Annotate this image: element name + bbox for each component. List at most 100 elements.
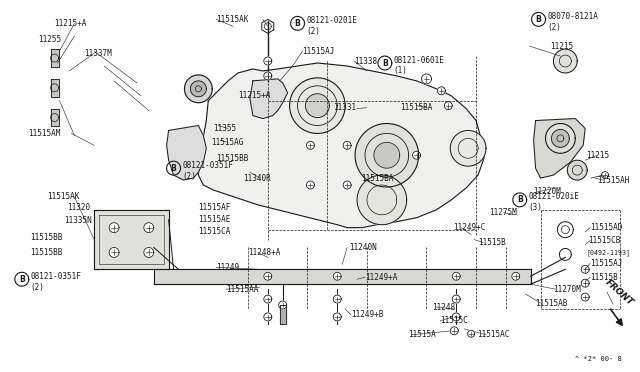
Text: 11515B: 11515B [478,238,506,247]
Text: 11515BB: 11515BB [29,248,62,257]
Polygon shape [554,49,577,73]
Text: 11215: 11215 [550,42,573,51]
Text: ^ *2* 00· 8: ^ *2* 00· 8 [575,356,622,362]
Polygon shape [191,81,206,97]
Text: (2): (2) [31,283,45,292]
Text: 11355: 11355 [213,124,236,133]
Polygon shape [333,295,341,303]
Text: 08121-0351F: 08121-0351F [31,272,82,281]
Polygon shape [343,141,351,149]
Text: 11249+B: 11249+B [351,311,383,320]
Polygon shape [144,247,154,257]
Text: 11255: 11255 [38,35,61,44]
Text: 11515BB: 11515BB [216,154,248,163]
Text: B: B [382,58,388,67]
Text: 11515AF: 11515AF [198,203,231,212]
Text: 11515AJ: 11515AJ [590,259,623,268]
Polygon shape [307,141,314,149]
Polygon shape [264,57,272,65]
Polygon shape [602,171,609,179]
Polygon shape [552,129,570,147]
Polygon shape [452,313,460,321]
Polygon shape [305,94,330,118]
Text: 11515AG: 11515AG [211,138,244,147]
Polygon shape [250,79,287,119]
Polygon shape [452,295,460,303]
Text: 11515C: 11515C [440,317,468,326]
Text: (2): (2) [547,23,561,32]
Text: 11240N: 11240N [349,243,377,252]
Text: B: B [536,15,541,24]
Polygon shape [278,301,287,309]
Polygon shape [355,124,419,187]
Polygon shape [264,313,272,321]
Text: (2): (2) [182,171,196,180]
Text: 11515BA: 11515BA [400,103,432,112]
Polygon shape [557,222,573,238]
Polygon shape [264,72,272,80]
Polygon shape [581,265,589,273]
Text: B: B [517,195,523,204]
Text: 11270M: 11270M [554,285,581,294]
Text: 11515AE: 11515AE [198,215,231,224]
Text: 11515AA: 11515AA [226,285,259,294]
Text: 11515AK: 11515AK [216,15,248,24]
Polygon shape [343,181,351,189]
Text: 11515AC: 11515AC [477,330,509,339]
Text: 08121-020iE: 08121-020iE [529,192,579,201]
Text: 08121-0351F: 08121-0351F [182,161,234,170]
Polygon shape [413,151,420,159]
Polygon shape [51,79,58,97]
Polygon shape [581,279,589,287]
Polygon shape [166,125,206,180]
Text: (2): (2) [307,27,321,36]
Text: 11515AH: 11515AH [597,176,630,185]
Text: 11215+A: 11215+A [54,19,87,28]
Text: 11515AD: 11515AD [590,223,623,232]
Text: 11249+C: 11249+C [453,223,486,232]
Polygon shape [567,160,587,180]
Polygon shape [109,223,119,232]
Text: 11515BA: 11515BA [361,174,394,183]
Text: 11515CA: 11515CA [198,227,231,236]
Polygon shape [307,181,314,189]
Polygon shape [512,272,520,280]
Polygon shape [357,175,406,225]
Text: FRONT: FRONT [603,277,634,307]
Polygon shape [333,313,341,321]
Text: 11320: 11320 [67,203,91,212]
Text: (1): (1) [394,67,408,76]
Text: B: B [294,19,300,28]
Text: 11515AJ: 11515AJ [303,46,335,55]
Text: 11515CB: 11515CB [588,236,621,245]
Text: [0492-1193]: [0492-1193] [586,249,630,256]
Polygon shape [451,327,458,335]
Polygon shape [264,295,272,303]
Text: 11515A: 11515A [408,330,435,339]
Text: 11220M: 11220M [534,187,561,196]
Text: 11515AK: 11515AK [47,192,80,201]
Text: B: B [19,275,25,284]
Text: 11340R: 11340R [243,174,271,183]
Text: 08121-0601E: 08121-0601E [394,55,445,64]
Polygon shape [184,75,212,103]
Polygon shape [437,87,445,95]
Polygon shape [451,131,486,166]
Polygon shape [581,293,589,301]
Text: 11515AB: 11515AB [536,299,568,308]
Text: 11215+A: 11215+A [238,91,271,100]
Text: B: B [171,164,177,173]
Text: 11215: 11215 [586,151,609,160]
Polygon shape [444,102,452,110]
Polygon shape [290,78,345,134]
Polygon shape [144,223,154,232]
Polygon shape [109,247,119,257]
Text: 08070-8121A: 08070-8121A [547,12,598,21]
Polygon shape [264,272,272,280]
Polygon shape [422,74,431,84]
Polygon shape [452,272,460,280]
Text: 11331: 11331 [333,103,356,112]
Polygon shape [468,330,475,337]
Polygon shape [51,49,58,67]
Text: 11275M: 11275M [489,208,516,217]
